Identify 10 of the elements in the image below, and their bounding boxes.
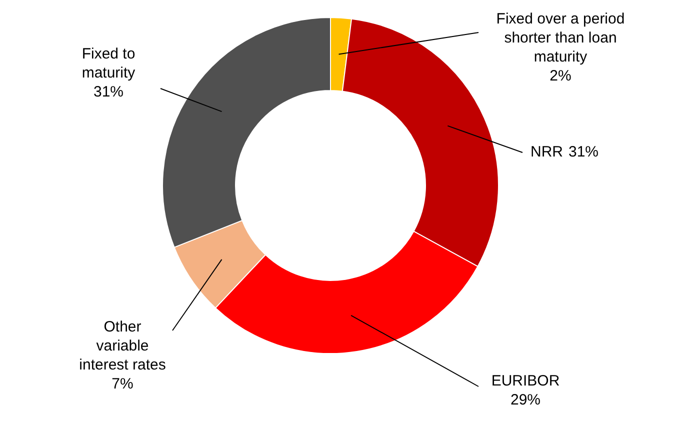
slice-label: Other variable interest rates [79, 318, 166, 374]
data-label: 2% [550, 68, 572, 84]
data-label: 7% [112, 376, 134, 392]
slice-label: Fixed to maturity [82, 46, 136, 82]
slice-label: NRR [530, 144, 564, 160]
data-label: 31% [568, 144, 599, 160]
slice-label: EURIBOR [491, 372, 560, 390]
data-label: 29% [510, 392, 541, 408]
data-label: 31% [93, 84, 124, 100]
slice-label: Fixed over a period shorter than loan maturity [496, 10, 625, 66]
